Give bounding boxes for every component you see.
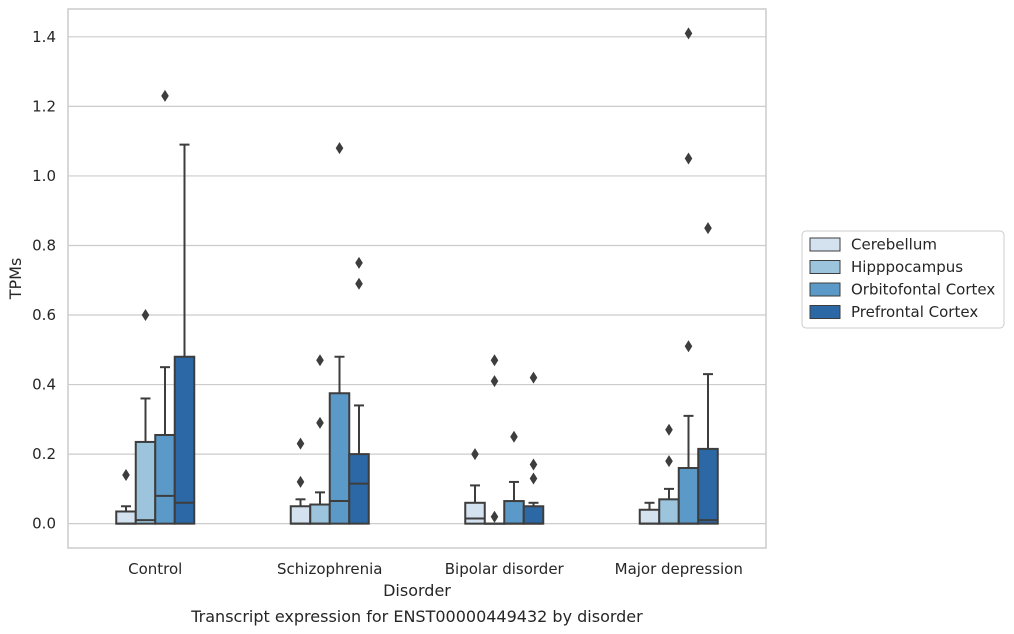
box-prefrontal-cortex	[173, 143, 196, 525]
x-tick-label: Major depression	[615, 560, 743, 578]
box-orbitofontal-cortex	[677, 27, 700, 525]
legend-label: Orbitofontal Cortex	[851, 281, 995, 299]
box-orbitofontal-cortex	[154, 89, 176, 525]
legend-label: Prefrontal Cortex	[851, 303, 978, 321]
plot-frame	[67, 8, 767, 549]
legend-swatch	[809, 305, 841, 319]
box-body	[658, 498, 680, 525]
y-tick-label: 1.0	[32, 167, 56, 185]
y-tick-label: 0.6	[32, 306, 56, 324]
outlier-point	[684, 27, 693, 40]
box-prefrontal-cortex	[697, 222, 719, 525]
legend-frame	[801, 230, 1005, 329]
legend: Cerebellum Hipppocampus Orbitofontal Corte…	[801, 230, 1005, 329]
outlier-point	[490, 354, 499, 367]
outlier-point	[296, 437, 305, 450]
box-body	[503, 500, 525, 525]
x-tick-label: Schizophrenia	[277, 560, 382, 578]
outlier-point	[296, 475, 305, 488]
outlier-point	[510, 430, 518, 443]
outlier-point	[529, 371, 538, 384]
outlier-point	[355, 256, 363, 269]
x-tick-labels: Control Schizophrenia Bipolar disorder Majo…	[128, 560, 743, 578]
outlier-point	[161, 89, 169, 102]
y-axis-label: TPMs	[6, 258, 25, 301]
box-body	[348, 453, 370, 525]
box-body	[309, 503, 331, 525]
box-body	[464, 501, 486, 525]
outlier-point	[316, 416, 324, 429]
box-cerebellum	[115, 468, 137, 525]
box-hipppocampus	[309, 354, 331, 525]
box-body	[697, 447, 719, 525]
box-orbitofontal-cortex	[328, 142, 351, 525]
box-hipppocampus	[658, 423, 680, 525]
y-tick-labels: 0.0 0.2 0.4 0.6 0.8 1.0 1.2 1.4	[32, 28, 56, 533]
legend-swatch	[809, 260, 841, 274]
y-tick-label: 1.2	[32, 97, 56, 115]
box-body	[289, 505, 312, 525]
box-body	[677, 467, 700, 525]
box-cerebellum	[638, 501, 661, 525]
box-body	[154, 433, 176, 525]
y-tick-label: 0.2	[32, 445, 56, 463]
box-cerebellum	[289, 437, 312, 525]
outlier-point	[335, 142, 344, 155]
outlier-point	[471, 448, 479, 461]
outlier-point	[141, 309, 150, 322]
legend-label: Hipppocampus	[851, 258, 963, 276]
box-orbitofontal-cortex	[503, 430, 525, 525]
box-prefrontal-cortex	[348, 256, 370, 525]
outlier-point	[529, 458, 538, 471]
outlier-point	[684, 340, 693, 353]
y-tick-label: 0.8	[32, 236, 56, 254]
plot-boxes	[115, 27, 719, 525]
y-tick-label: 1.4	[32, 28, 56, 46]
x-tick-label: Bipolar disorder	[445, 560, 565, 578]
y-tick-label: 0.4	[32, 376, 56, 394]
outlier-point	[122, 468, 130, 481]
box-body	[328, 392, 351, 525]
box-prefrontal-cortex	[522, 371, 545, 525]
legend-swatch	[809, 237, 841, 252]
chart-caption: Transcript expression for ENST0000044943…	[190, 607, 643, 626]
box-body	[173, 355, 196, 525]
outlier-point	[665, 455, 673, 468]
outlier-point	[316, 354, 324, 367]
outlier-point	[684, 152, 693, 165]
outlier-point	[490, 375, 499, 388]
legend-swatch	[809, 282, 841, 297]
box-body	[522, 505, 545, 525]
box-hipppocampus	[483, 354, 506, 525]
outlier-point	[529, 472, 538, 485]
box-body	[638, 508, 661, 525]
outlier-point	[490, 510, 499, 523]
legend-label: Cerebellum	[851, 236, 937, 254]
box-cerebellum	[464, 448, 486, 525]
box-body	[115, 510, 137, 525]
box-hipppocampus	[134, 309, 157, 525]
y-tick-label: 0.0	[32, 515, 56, 533]
x-axis-label: Disorder	[383, 581, 451, 600]
x-tick-label: Control	[128, 560, 182, 578]
box-body	[134, 440, 157, 525]
outlier-point	[355, 277, 363, 290]
outlier-point	[704, 222, 712, 235]
outlier-point	[665, 423, 673, 436]
